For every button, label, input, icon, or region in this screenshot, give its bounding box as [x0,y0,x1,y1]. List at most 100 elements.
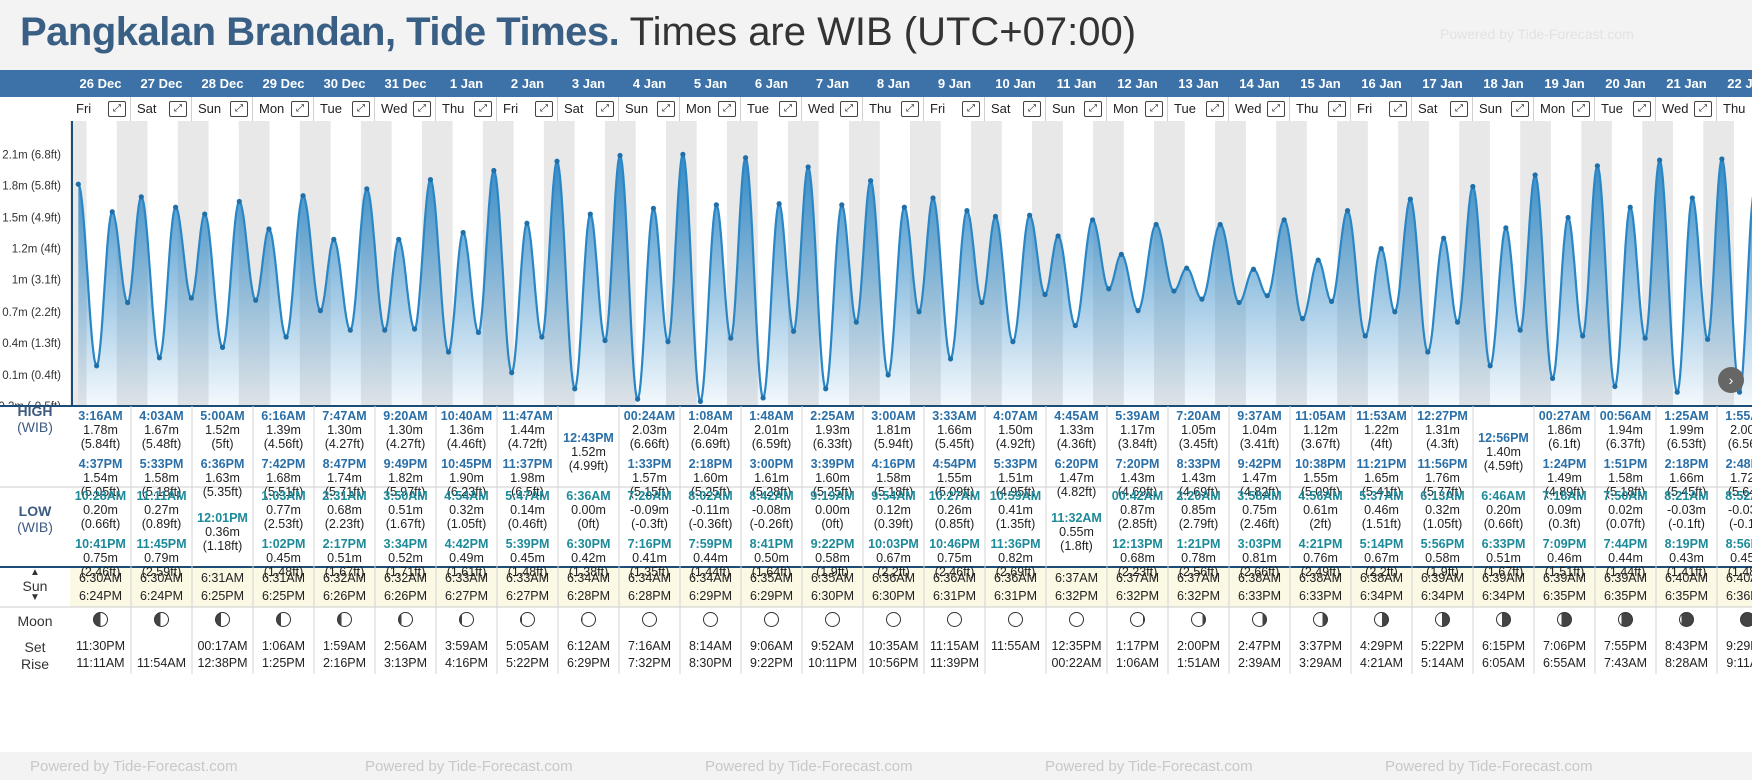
moon-phase-cell [924,612,985,632]
sunset-time: 6:26PM [383,589,428,603]
moonset-time: 2:47PM [1237,639,1282,653]
low-tide-entry: 5:39PM 0.45m (1.48ft) [497,537,558,579]
high-label: HIGH [17,403,53,419]
expand-icon[interactable]: ⤢ [1023,101,1041,117]
high-tide-entry: 3:39PM 1.60m (5.25ft) [802,457,863,499]
tide-point [1153,221,1159,228]
expand-icon[interactable]: ⤢ [1633,101,1651,117]
expand-icon[interactable]: ⤢ [474,101,492,117]
low-tide-height-m: 0.45m [1730,551,1752,565]
high-tide-cell: 4:07AM 1.50m (4.92ft) 5:33PM 1.51m (4.95ft) [985,407,1046,499]
tide-point [1344,208,1351,214]
low-tide-height-m: 0.12m [876,503,911,517]
expand-icon[interactable]: ⤢ [535,101,553,117]
expand-icon[interactable]: ⤢ [1389,101,1407,117]
powered-by-link[interactable]: Powered by Tide-Forecast.com [1440,26,1634,42]
expand-icon[interactable]: ⤢ [718,101,736,117]
low-tide-cell: 8:42AM -0.08m (-0.26ft) 8:41PM 0.50m (1.64ft) [741,487,802,579]
low-tide-height-ft: (1.64ft) [751,565,792,579]
low-tide-height-ft: (0.66ft) [1483,517,1524,531]
high-tide-entry: 9:42PM 1.47m (4.82ft) [1229,457,1290,499]
sunset-time: 6:32PM [1176,589,1221,603]
low-tide-height-ft: (1.44ft) [1605,565,1646,579]
high-tide-height-ft: (6.1ft) [1548,437,1581,451]
low-tide-time: 5:37AM [1359,489,1404,503]
day-of-week-label: Sun [1052,101,1076,116]
day-of-week-label: Tue [1601,101,1623,116]
low-tide-time: 4:56AM [1298,489,1343,503]
low-tide-entry: 4:54AM 0.32m (1.05ft) [436,489,497,531]
expand-icon[interactable]: ⤢ [352,101,370,117]
scroll-next-button[interactable]: › [1718,367,1744,393]
day-of-week-label: Mon [1540,101,1566,116]
tide-point [665,339,671,345]
powered-by-text: Powered by Tide-Forecast.com [1440,26,1634,42]
low-tide-height-m: 0.14m [510,503,545,517]
high-tide-height-ft: (4.72ft) [507,437,548,451]
expand-icon[interactable]: ⤢ [1694,101,1712,117]
high-tide-entry: 3:16AM 1.78m (5.84ft) [70,409,131,451]
low-tide-time: 6:13AM [1420,489,1465,503]
expand-icon[interactable]: ⤢ [779,101,797,117]
tide-point [964,208,970,214]
low-tide-time: 7:59PM [688,537,733,551]
expand-icon[interactable]: ⤢ [1328,101,1346,117]
moonrise-time: 6:05AM [1481,656,1526,670]
low-tide-height-ft: (0ft) [577,517,600,531]
expand-icon[interactable]: ⤢ [413,101,431,117]
high-tide-height-ft: (5.48ft) [141,437,182,451]
expand-icon[interactable]: ⤢ [840,101,858,117]
low-tide-height-ft: (1.51ft) [1544,565,1585,579]
moon-phase-icon [1557,612,1572,627]
low-tide-cell: 11:32AM 0.55m (1.8ft) [1046,487,1107,567]
expand-icon[interactable]: ⤢ [962,101,980,117]
sun-up-icon: ▲ [30,567,40,578]
day-of-week-label: Thu [1723,101,1746,116]
sunrise-time: 6:39AM [1603,571,1648,585]
expand-icon[interactable]: ⤢ [1572,101,1590,117]
high-tide-height-m: 1.55m [937,471,972,485]
tide-point [202,211,208,217]
low-tide-entry: 8:02AM -0.11m (-0.36ft) [680,489,741,531]
moon-phase-cell [802,612,863,632]
powered-by-footer: Powered by Tide-Forecast.com Powered by … [0,753,1752,780]
low-tide-cell: 10:28AM 0.20m (0.66ft) 10:41PM 0.75m (2.46ft) [70,487,131,579]
expand-icon[interactable]: ⤢ [1450,101,1468,117]
high-tide-height-ft: (4.92ft) [995,437,1036,451]
tide-point [1719,156,1725,162]
expand-icon[interactable]: ⤢ [291,101,309,117]
tide-point [885,372,891,378]
low-tide-entry: 9:22PM 0.58m (1.9ft) [802,537,863,579]
expand-icon[interactable]: ⤢ [169,101,187,117]
expand-icon[interactable]: ⤢ [1267,101,1285,117]
low-tide-entry: 5:14PM 0.67m (2.2ft) [1351,537,1412,579]
expand-icon[interactable]: ⤢ [1084,101,1102,117]
expand-icon[interactable]: ⤢ [1145,101,1163,117]
moon-phase-cell [1046,612,1107,632]
expand-icon[interactable]: ⤢ [230,101,248,117]
sunset-time: 6:29PM [688,589,733,603]
expand-icon[interactable]: ⤢ [108,101,126,117]
low-tide-height-ft: (1.38ft) [568,565,609,579]
low-tide-entry: 10:46PM 0.75m (2.46ft) [924,537,985,579]
date-header: 31 Dec [384,76,427,91]
moon-phase-icon [520,612,535,627]
expand-icon[interactable]: ⤢ [657,101,675,117]
tide-point [445,349,452,355]
moonrise-time: 9:11AM [1726,656,1752,670]
expand-icon[interactable]: ⤢ [1206,101,1224,117]
y-tick-label: 1.5m (4.9ft) [2,213,61,225]
moonrise-time: 6:55AM [1542,656,1587,670]
low-tide-height-m: 0.79m [144,551,179,565]
high-tide-cell: 4:03AM 1.67m (5.48ft) 5:33PM 1.58m (5.18ft) [131,407,192,499]
day-of-week-label: Mon [686,101,712,116]
expand-icon[interactable]: ⤢ [1511,101,1529,117]
high-tide-entry: 7:47AM 1.30m (4.27ft) [314,409,375,451]
day-of-week-label: Fri [76,101,92,116]
expand-icon[interactable]: ⤢ [596,101,614,117]
tide-point [1565,214,1571,221]
day-of-week-label: Sat [1418,101,1438,116]
high-tide-height-ft: (4.27ft) [324,437,365,451]
expand-icon[interactable]: ⤢ [901,101,919,117]
